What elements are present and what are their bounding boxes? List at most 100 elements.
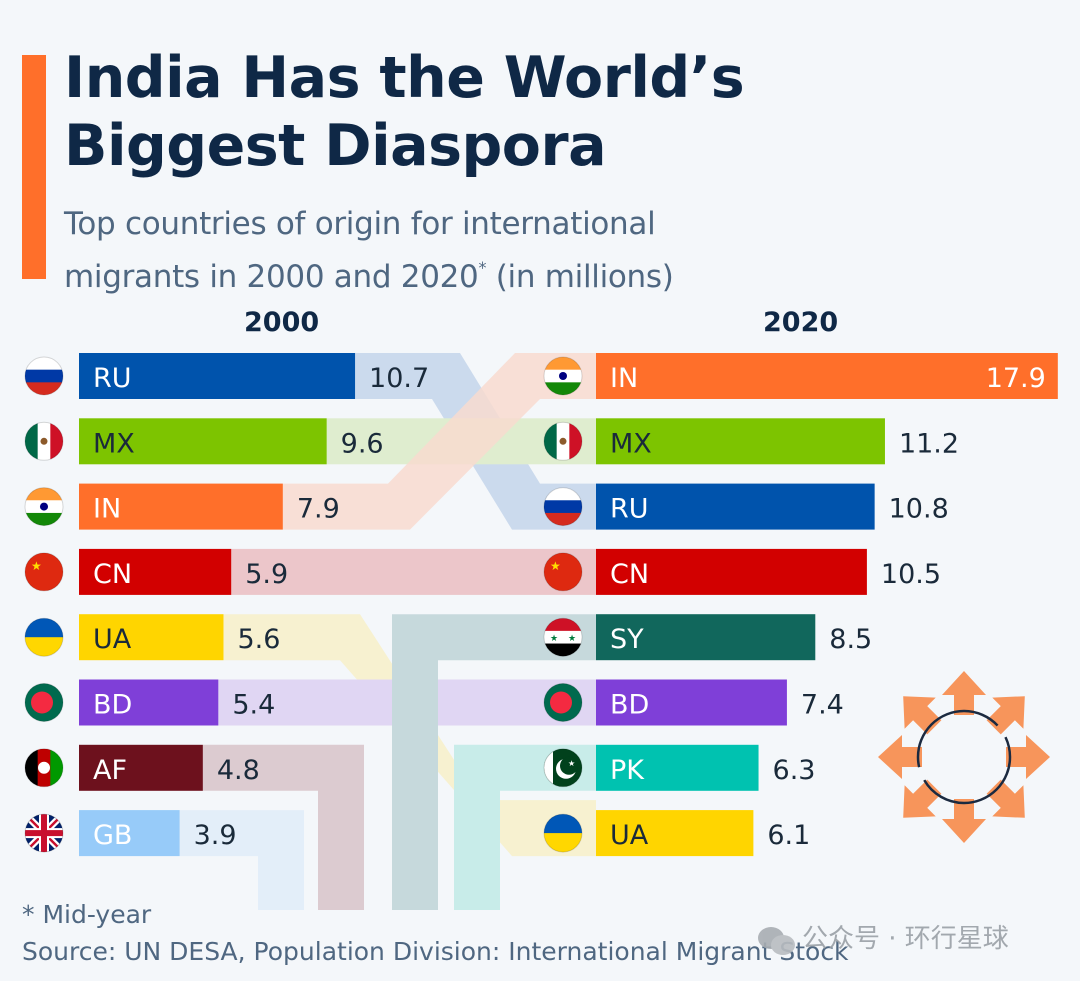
year-header-2020: 2020 bbox=[763, 307, 839, 338]
bar-label-2020-SY: SY bbox=[610, 624, 644, 655]
svg-text:★: ★ bbox=[550, 559, 561, 573]
svg-text:★: ★ bbox=[550, 634, 558, 644]
bar-2000-AF bbox=[79, 744, 203, 791]
bar-label-2020-UA: UA bbox=[610, 820, 649, 851]
flags: ★ ★★ ★★ bbox=[24, 356, 583, 853]
ukraine-flag-icon bbox=[24, 617, 64, 657]
arrow-icon bbox=[942, 799, 986, 843]
bar-label-2000-GB: GB bbox=[93, 820, 132, 851]
bar-label-2020-IN: IN bbox=[610, 363, 638, 394]
afghanistan-flag-icon bbox=[24, 748, 64, 788]
bar-2000-BD bbox=[79, 679, 219, 726]
circle-icon bbox=[916, 709, 1012, 805]
svg-text:★: ★ bbox=[568, 634, 576, 644]
bar-label-2020-BD: BD bbox=[610, 690, 649, 721]
chart-subtitle: Top countries of origin for internationa… bbox=[64, 202, 674, 299]
value-label-2000-BD: 5.4 bbox=[232, 690, 275, 721]
bangladesh-flag-icon bbox=[543, 683, 583, 722]
value-label-2020-CN: 10.5 bbox=[881, 559, 941, 590]
bar-label-2020-CN: CN bbox=[610, 559, 649, 590]
bar-2020-MX bbox=[596, 418, 885, 465]
value-label-2020-BD: 7.4 bbox=[801, 690, 844, 721]
arrow-icon bbox=[903, 696, 942, 735]
bar-2000-IN bbox=[79, 483, 283, 530]
bar-2000-RU bbox=[79, 353, 356, 399]
migration-arrows-icon bbox=[878, 671, 1050, 843]
bar-label-2020-MX: MX bbox=[610, 428, 652, 459]
mexico-flag-icon bbox=[543, 421, 583, 461]
bar-label-2000-RU: RU bbox=[93, 363, 132, 394]
bar-2000-CN bbox=[79, 548, 232, 595]
russia-flag-icon bbox=[543, 487, 583, 527]
bar-2020-PK bbox=[596, 744, 759, 791]
bangladesh-flag-icon bbox=[24, 683, 64, 722]
bar-2020-RU bbox=[596, 483, 875, 530]
arrow-icon bbox=[986, 696, 1025, 735]
year-header-2000: 2000 bbox=[244, 307, 320, 338]
value-label-2000-MX: 9.6 bbox=[341, 428, 384, 459]
svg-text:★: ★ bbox=[31, 559, 42, 573]
value-label-2000-IN: 7.9 bbox=[297, 494, 340, 525]
china-flag-icon: ★ bbox=[543, 552, 583, 592]
bar-label-2020-PK: PK bbox=[610, 755, 645, 786]
ukraine-flag-icon bbox=[543, 813, 583, 853]
footnote: * Mid-year bbox=[22, 900, 152, 929]
value-label-2000-RU: 10.7 bbox=[369, 363, 429, 394]
value-label-2020-UA: 6.1 bbox=[767, 820, 810, 851]
arrow-icon bbox=[942, 671, 986, 715]
source-text: Source: UN DESA, Population Division: In… bbox=[22, 937, 849, 966]
india-flag-icon bbox=[24, 487, 64, 527]
value-label-2020-IN: 17.9 bbox=[986, 363, 1046, 394]
bar-label-2000-CN: CN bbox=[93, 559, 132, 590]
bars: RU 10.7 MX 9.6 IN 7.9 CN 5.9 UA 5.6 BD 5.4 AF 4.8 GB 3.… bbox=[79, 353, 1058, 857]
value-label-2000-UA: 5.6 bbox=[237, 624, 280, 655]
arrow-icon bbox=[878, 735, 922, 779]
bar-label-2000-MX: MX bbox=[93, 428, 135, 459]
value-label-2020-RU: 10.8 bbox=[889, 494, 949, 525]
bar-2020-CN bbox=[596, 548, 867, 595]
subtitle-unit: (in millions) bbox=[486, 259, 674, 295]
bar-2020-BD bbox=[596, 679, 787, 726]
value-label-2020-PK: 6.3 bbox=[773, 755, 816, 786]
value-label-2020-SY: 8.5 bbox=[829, 624, 872, 655]
mexico-flag-icon bbox=[24, 421, 64, 461]
india-flag-icon bbox=[543, 356, 583, 396]
bar-2020-IN bbox=[596, 353, 1058, 399]
value-label-2000-GB: 3.9 bbox=[194, 820, 237, 851]
title-line-2: Biggest Diaspora bbox=[64, 113, 607, 179]
connector-ribbons bbox=[179, 353, 597, 910]
bar-label-2020-RU: RU bbox=[610, 494, 649, 525]
ribbon-IN bbox=[282, 353, 596, 530]
title-accent-bar bbox=[22, 55, 46, 279]
bar-2000-GB bbox=[79, 810, 180, 857]
ribbon-CN bbox=[231, 548, 596, 595]
syria-flag-icon: ★ ★ bbox=[543, 617, 583, 657]
pakistan-flag-icon: ★ bbox=[543, 748, 583, 788]
value-label-2000-CN: 5.9 bbox=[245, 559, 288, 590]
china-flag-icon: ★ bbox=[24, 552, 64, 592]
subtitle-line-2: migrants in 2000 and 2020 bbox=[64, 259, 479, 295]
watermark-text: 公众号 · 环行星球 bbox=[802, 924, 1009, 954]
subtitle-footnote-mark: * bbox=[478, 258, 487, 277]
uk-flag-icon bbox=[24, 813, 64, 853]
bar-label-2000-UA: UA bbox=[93, 624, 132, 655]
title-line-1: India Has the World’s bbox=[64, 45, 745, 111]
wechat-icon bbox=[758, 925, 796, 955]
bar-2020-SY bbox=[596, 614, 816, 661]
russia-flag-icon bbox=[24, 356, 64, 396]
svg-text:★: ★ bbox=[568, 759, 575, 768]
watermark: 公众号 · 环行星球 bbox=[758, 918, 1009, 955]
chart-title: India Has the World’s Biggest Diaspora bbox=[64, 44, 745, 180]
bar-2000-MX bbox=[79, 418, 327, 465]
bar-label-2000-AF: AF bbox=[93, 755, 127, 786]
bar-2000-UA bbox=[79, 614, 224, 661]
arrow-icon bbox=[903, 779, 942, 818]
ribbon-AF bbox=[202, 744, 364, 910]
subtitle-line-1: Top countries of origin for internationa… bbox=[64, 206, 656, 242]
arrow-icon bbox=[986, 779, 1025, 818]
arrow-icon bbox=[1006, 735, 1050, 779]
value-label-2020-MX: 11.2 bbox=[899, 428, 959, 459]
ribbon-GB bbox=[179, 810, 304, 910]
bar-label-2000-IN: IN bbox=[93, 494, 121, 525]
